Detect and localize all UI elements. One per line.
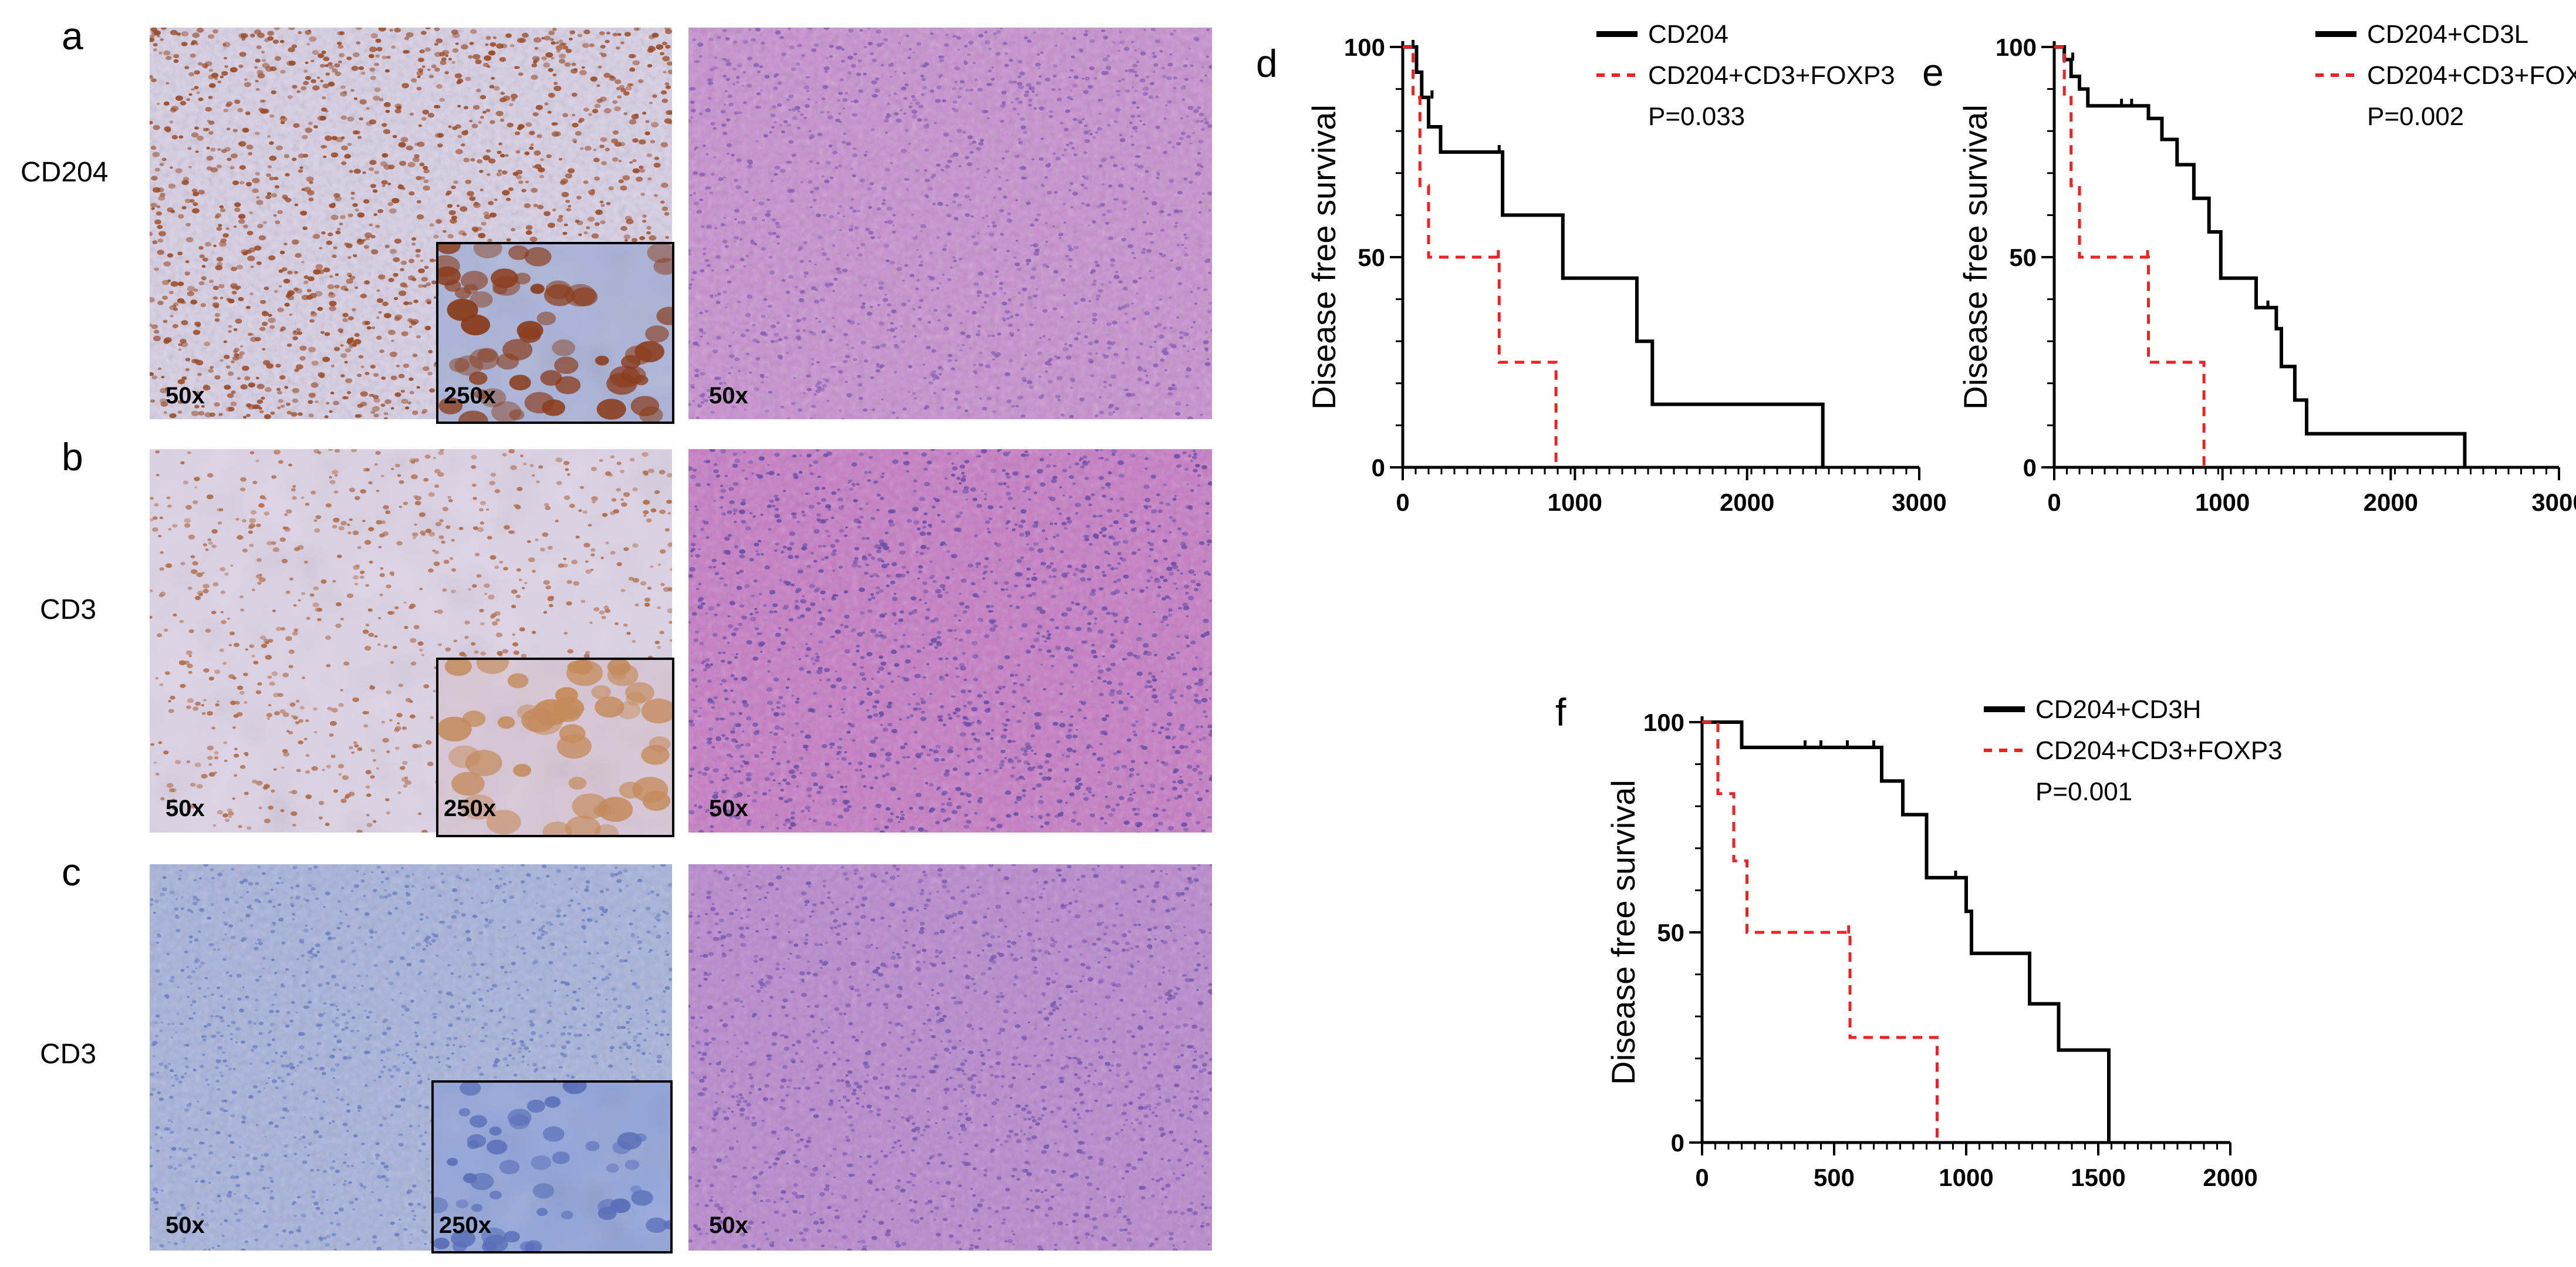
y-tick-label: 0 (2023, 454, 2037, 481)
legend-entry: CD204+CD3L (2367, 20, 2528, 49)
legend: CD204+CD3L CD204+CD3+FOXP3 P=0.002 (2315, 20, 2576, 131)
km-series-foxp3 (1702, 720, 1939, 1143)
y-tick-label: 100 (1344, 33, 1385, 61)
p-value: P=0.033 (1648, 102, 1745, 131)
x-tick-label: 1500 (2071, 1164, 2125, 1191)
km-chart-d: 0 1000 2000 3000 0 50 100 Disease free survival… (1305, 18, 1947, 534)
y-tick-label: 50 (1657, 919, 1684, 946)
panel-letter-b: b (62, 435, 83, 479)
axes: 0 500 1000 1500 2000 0 50 100 (1643, 709, 2258, 1191)
km-curve-line (1403, 45, 1825, 467)
inset-cd204-250x (436, 242, 674, 424)
legend-entry: CD204 (1648, 20, 1728, 49)
mag-label-b-left: 50x (166, 796, 205, 821)
chart-letter-f: f (1555, 690, 1566, 734)
mag-label-a-inset: 250x (444, 383, 496, 409)
row-label-cd3-b: CD3 (40, 594, 97, 625)
km-series-primary (2054, 45, 2467, 467)
x-tick-label: 2000 (2364, 488, 2418, 516)
y-tick-label: 0 (1372, 454, 1385, 481)
y-tick-label: 50 (2009, 244, 2037, 271)
panel-letter-a: a (62, 14, 83, 58)
micrograph-a-he (688, 28, 1212, 419)
x-tick-label: 1000 (1939, 1164, 1993, 1191)
row-label-cd3-c: CD3 (40, 1039, 97, 1070)
inset-cd3-negative-250x (431, 1080, 673, 1253)
x-tick-label: 2000 (2203, 1164, 2257, 1191)
panel-letter-c: c (62, 850, 81, 894)
km-series-foxp3 (2054, 45, 2206, 467)
km-curve-line (1403, 45, 1558, 467)
mag-label-c-right: 50x (709, 1212, 748, 1238)
legend-entry: CD204+CD3+FOXP3 (2035, 736, 2283, 765)
km-curve-line (1702, 720, 2111, 1143)
legend-entry: CD204+CD3+FOXP3 (2367, 61, 2576, 90)
km-chart-e: 0 1000 2000 3000 0 50 100 Disease free survival… (1957, 18, 2576, 534)
km-chart-f: 0 500 1000 1500 2000 0 50 100 Disease free survi… (1605, 663, 2406, 1215)
y-tick-label: 100 (1996, 33, 2037, 61)
y-tick-label: 0 (1671, 1129, 1684, 1157)
chart-letter-d: d (1256, 42, 1278, 85)
p-value: P=0.002 (2367, 102, 2464, 131)
km-series-primary (1403, 40, 1825, 467)
row-label-cd204: CD204 (21, 157, 109, 188)
mag-label-c-left: 50x (166, 1212, 205, 1238)
micrograph-b-he (688, 449, 1212, 833)
micrograph-c-he (688, 864, 1212, 1251)
x-tick-label: 3000 (1892, 488, 1946, 516)
legend-entry: CD204+CD3H (2035, 695, 2201, 724)
legend: CD204 CD204+CD3+FOXP3 P=0.033 (1596, 20, 1895, 131)
inset-cd3-250x (436, 658, 674, 837)
km-curve-line (2054, 45, 2467, 467)
y-tick-label: 50 (1358, 244, 1385, 271)
km-series-foxp3 (1403, 45, 1558, 467)
km-series-primary (1702, 720, 2111, 1143)
mag-label-b-right: 50x (709, 796, 748, 821)
legend-entry: CD204+CD3+FOXP3 (1648, 61, 1895, 90)
x-tick-label: 3000 (2531, 488, 2576, 516)
x-tick-label: 1000 (1548, 488, 1602, 516)
x-tick-label: 1000 (2195, 488, 2250, 516)
axes: 0 1000 2000 3000 0 50 100 (1996, 33, 2576, 516)
x-tick-label: 2000 (1720, 488, 1774, 516)
chart-letter-e: e (1922, 50, 1944, 94)
mag-label-a-left: 50x (166, 383, 205, 409)
y-tick-label: 100 (1643, 709, 1684, 736)
x-tick-label: 0 (1396, 488, 1409, 516)
p-value: P=0.001 (2035, 777, 2132, 806)
y-axis-label: Disease free survival (1605, 780, 1642, 1085)
x-tick-label: 500 (1814, 1164, 1855, 1191)
y-axis-label: Disease free survival (1305, 105, 1342, 410)
y-axis-label: Disease free survival (1957, 105, 1994, 410)
mag-label-c-inset: 250x (439, 1212, 491, 1238)
x-tick-label: 0 (2047, 488, 2061, 516)
mag-label-b-inset: 250x (444, 796, 496, 821)
x-tick-label: 0 (1695, 1164, 1709, 1191)
legend: CD204+CD3H CD204+CD3+FOXP3 P=0.001 (1984, 695, 2283, 806)
mag-label-a-right: 50x (709, 383, 748, 409)
km-curve-line (1702, 720, 1939, 1143)
micrograph-cd3-ihc (150, 449, 672, 833)
axes: 0 1000 2000 3000 0 50 100 (1344, 33, 1947, 516)
km-curve-line (2054, 45, 2206, 467)
